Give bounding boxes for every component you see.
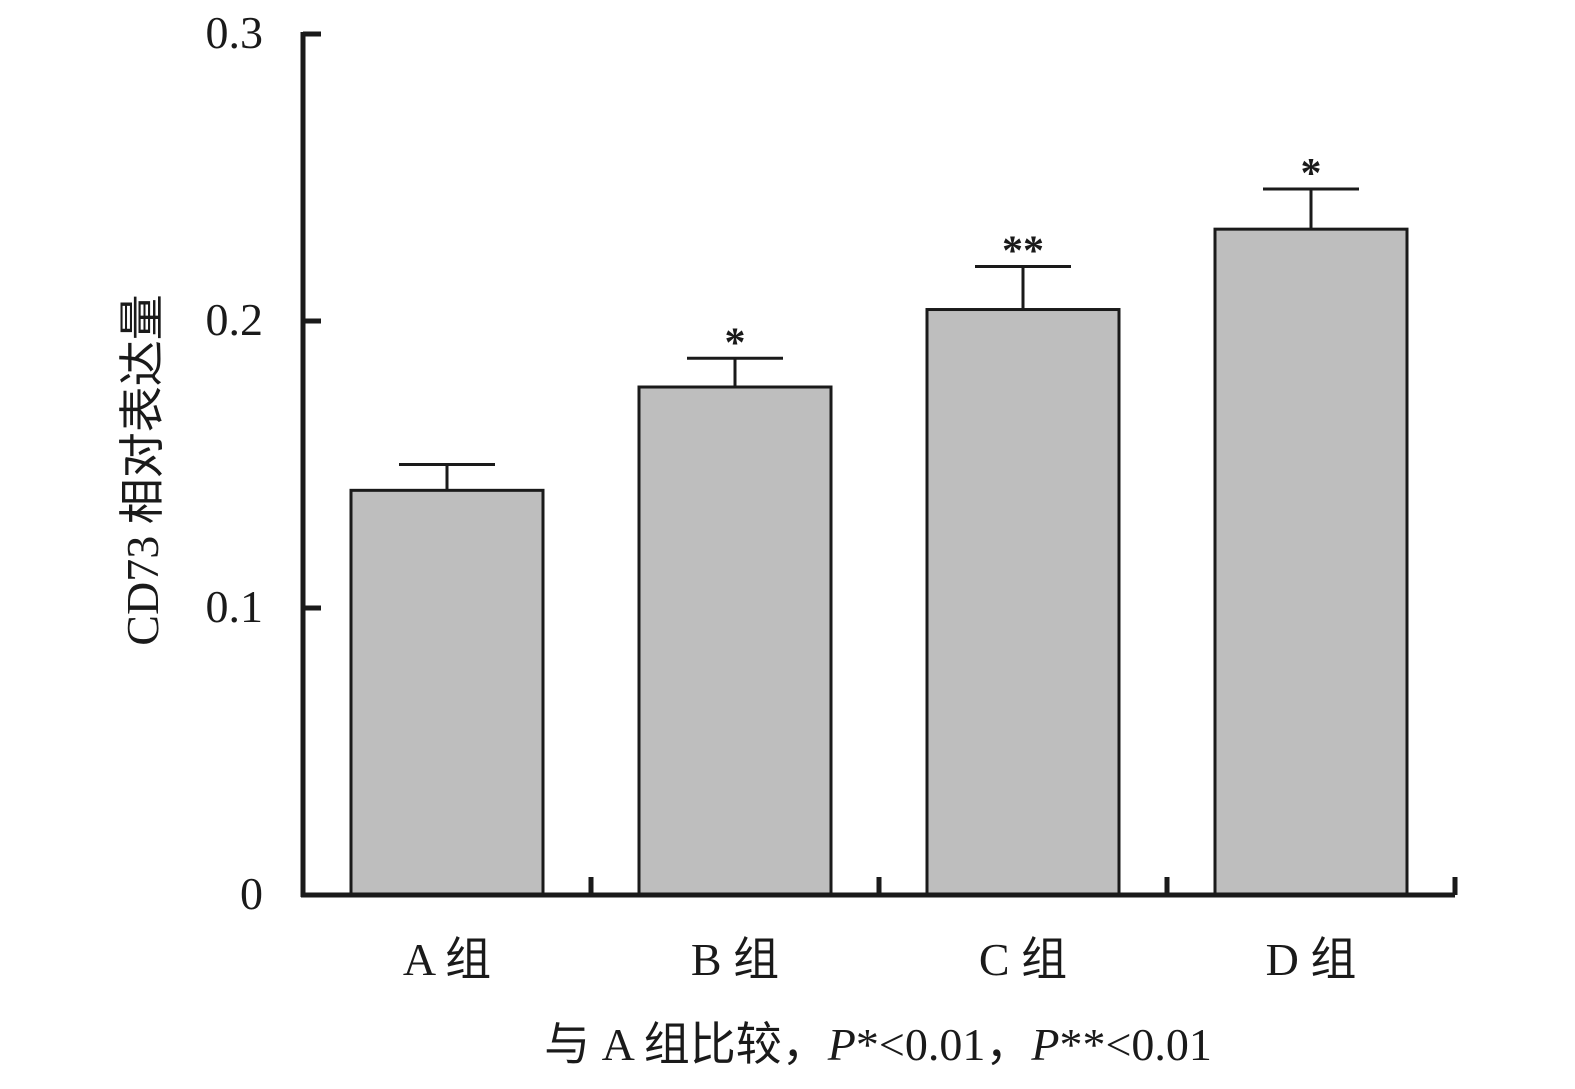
footnote-p2-value: **<0.01 (1059, 1019, 1211, 1070)
y-tick-label-1: 0.1 (206, 581, 264, 632)
y-tick-label-3: 0.3 (206, 7, 264, 58)
category-label-0: A 组 (403, 934, 491, 985)
y-tick-label-2: 0.2 (206, 294, 264, 345)
error-bars-layer (399, 187, 1359, 491)
bar-3 (1213, 227, 1409, 897)
bar-0 (349, 488, 545, 897)
bar-2 (925, 308, 1121, 897)
category-label-1: B 组 (691, 934, 779, 985)
footnote: 与 A 组比较，P*<0.01，P**<0.01 (544, 1019, 1212, 1070)
axes-layer (300, 32, 1458, 898)
footnote-prefix: 与 A 组比较， (544, 1019, 828, 1070)
significance-layer: **** (725, 151, 1322, 366)
footnote-p1-symbol: P (827, 1019, 856, 1070)
significance-label-2: ** (1002, 228, 1044, 274)
category-label-3: D 组 (1266, 934, 1357, 985)
bars-layer (349, 227, 1409, 897)
significance-label-1: * (725, 320, 746, 366)
significance-label-3: * (1301, 151, 1322, 197)
bar-1 (637, 385, 833, 897)
category-label-2: C 组 (979, 934, 1067, 985)
y-axis-label: CD73 相对表达量 (117, 294, 168, 645)
footnote-p2-symbol: P (1030, 1019, 1059, 1070)
y-tick-label-0: 0 (240, 868, 263, 919)
y-ticks-layer: 0 0.1 0.2 0.3 (206, 7, 321, 919)
footnote-p1-value: *<0.01， (856, 1019, 1031, 1070)
